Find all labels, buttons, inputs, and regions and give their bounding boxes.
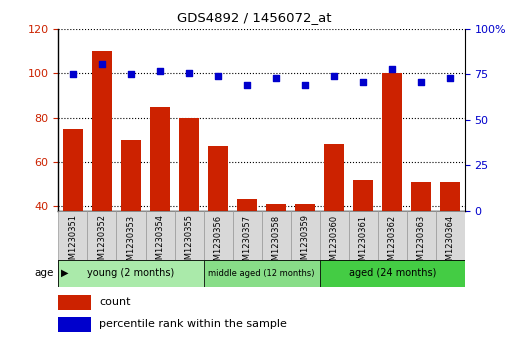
Bar bbox=[116, 211, 145, 260]
Bar bbox=[179, 118, 199, 211]
Bar bbox=[440, 182, 460, 211]
Text: GSM1230362: GSM1230362 bbox=[388, 215, 397, 270]
Text: GSM1230351: GSM1230351 bbox=[69, 215, 77, 270]
Text: GSM1230360: GSM1230360 bbox=[330, 215, 339, 270]
Point bbox=[388, 66, 396, 72]
Bar bbox=[353, 180, 373, 211]
Bar bbox=[63, 129, 83, 211]
Bar bbox=[295, 204, 315, 211]
Text: young (2 months): young (2 months) bbox=[87, 268, 175, 278]
Point bbox=[446, 75, 454, 81]
Text: GSM1230357: GSM1230357 bbox=[243, 215, 251, 270]
Text: count: count bbox=[99, 297, 131, 307]
Bar bbox=[58, 295, 91, 310]
Bar bbox=[233, 211, 262, 260]
Text: GSM1230361: GSM1230361 bbox=[359, 215, 368, 270]
Bar bbox=[411, 182, 431, 211]
Point bbox=[330, 73, 338, 79]
Point bbox=[214, 73, 222, 79]
Text: GSM1230353: GSM1230353 bbox=[126, 215, 136, 270]
Text: ▶: ▶ bbox=[61, 268, 69, 278]
Point bbox=[69, 72, 77, 77]
Bar bbox=[320, 260, 465, 287]
Point bbox=[272, 75, 280, 81]
Text: GSM1230355: GSM1230355 bbox=[184, 215, 194, 270]
Text: GDS4892 / 1456072_at: GDS4892 / 1456072_at bbox=[177, 11, 331, 24]
Bar bbox=[324, 144, 344, 211]
Point bbox=[185, 70, 193, 76]
Bar bbox=[436, 211, 465, 260]
Bar bbox=[204, 211, 233, 260]
Bar bbox=[208, 146, 228, 211]
Bar bbox=[58, 211, 87, 260]
Bar bbox=[320, 211, 348, 260]
Bar bbox=[92, 51, 112, 211]
Text: age: age bbox=[34, 268, 53, 278]
Point bbox=[359, 79, 367, 85]
Point bbox=[127, 72, 135, 77]
Text: aged (24 months): aged (24 months) bbox=[348, 268, 436, 278]
Bar bbox=[204, 260, 320, 287]
Bar bbox=[407, 211, 436, 260]
Bar bbox=[175, 211, 204, 260]
Bar bbox=[87, 211, 116, 260]
Point bbox=[301, 82, 309, 88]
Text: GSM1230356: GSM1230356 bbox=[213, 215, 223, 270]
Bar bbox=[145, 211, 175, 260]
Point bbox=[156, 68, 164, 74]
Bar bbox=[237, 200, 257, 211]
Bar bbox=[58, 260, 204, 287]
Bar bbox=[382, 73, 402, 211]
Bar bbox=[262, 211, 291, 260]
Text: GSM1230354: GSM1230354 bbox=[155, 215, 165, 270]
Text: middle aged (12 months): middle aged (12 months) bbox=[208, 269, 315, 278]
Point bbox=[243, 82, 251, 88]
Bar bbox=[150, 106, 170, 211]
Text: GSM1230363: GSM1230363 bbox=[417, 215, 426, 271]
Text: GSM1230352: GSM1230352 bbox=[98, 215, 107, 270]
Text: GSM1230364: GSM1230364 bbox=[446, 215, 455, 270]
Bar bbox=[378, 211, 407, 260]
Text: GSM1230359: GSM1230359 bbox=[301, 215, 310, 270]
Bar bbox=[266, 204, 287, 211]
Point bbox=[417, 79, 425, 85]
Text: percentile rank within the sample: percentile rank within the sample bbox=[99, 319, 287, 329]
Bar bbox=[121, 140, 141, 211]
Bar bbox=[291, 211, 320, 260]
Point bbox=[98, 61, 106, 66]
Bar bbox=[348, 211, 378, 260]
Bar bbox=[58, 317, 91, 332]
Text: GSM1230358: GSM1230358 bbox=[272, 215, 280, 270]
